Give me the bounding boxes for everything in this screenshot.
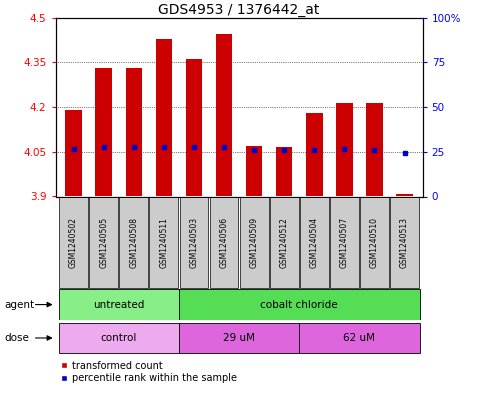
Bar bbox=[65, 110, 82, 196]
Text: cobalt chloride: cobalt chloride bbox=[260, 299, 338, 310]
Bar bbox=[58, 323, 179, 353]
Bar bbox=[240, 197, 269, 288]
Text: 29 uM: 29 uM bbox=[223, 333, 255, 343]
Bar bbox=[210, 197, 239, 288]
Text: GSM1240513: GSM1240513 bbox=[400, 217, 409, 268]
Text: GSM1240504: GSM1240504 bbox=[310, 217, 319, 268]
Bar bbox=[96, 68, 112, 196]
Bar bbox=[366, 103, 383, 196]
Text: GSM1240512: GSM1240512 bbox=[280, 217, 289, 268]
Text: GSM1240507: GSM1240507 bbox=[340, 217, 349, 268]
Legend: transformed count, percentile rank within the sample: transformed count, percentile rank withi… bbox=[60, 360, 237, 384]
Text: GSM1240510: GSM1240510 bbox=[370, 217, 379, 268]
Text: control: control bbox=[100, 333, 137, 343]
Text: GSM1240505: GSM1240505 bbox=[99, 217, 108, 268]
Bar bbox=[390, 197, 419, 288]
Bar bbox=[89, 197, 118, 288]
Bar bbox=[299, 323, 420, 353]
Bar bbox=[119, 197, 148, 288]
Bar bbox=[306, 113, 323, 196]
Text: 62 uM: 62 uM bbox=[343, 333, 375, 343]
Bar bbox=[149, 197, 178, 288]
Text: untreated: untreated bbox=[93, 299, 144, 310]
Title: GDS4953 / 1376442_at: GDS4953 / 1376442_at bbox=[158, 3, 320, 17]
Bar bbox=[216, 34, 232, 197]
Bar bbox=[336, 103, 353, 196]
Text: GSM1240503: GSM1240503 bbox=[189, 217, 199, 268]
Text: GSM1240508: GSM1240508 bbox=[129, 217, 138, 268]
Text: GSM1240502: GSM1240502 bbox=[69, 217, 78, 268]
Bar bbox=[156, 39, 172, 197]
Text: agent: agent bbox=[5, 299, 35, 310]
Bar bbox=[180, 197, 208, 288]
Bar bbox=[58, 290, 179, 320]
Bar bbox=[246, 146, 262, 196]
Bar bbox=[59, 197, 88, 288]
Bar bbox=[179, 323, 299, 353]
Bar bbox=[300, 197, 329, 288]
Bar bbox=[185, 59, 202, 196]
Bar bbox=[179, 290, 420, 320]
Bar bbox=[126, 68, 142, 196]
Bar bbox=[360, 197, 389, 288]
Bar bbox=[330, 197, 359, 288]
Bar bbox=[270, 197, 298, 288]
Text: GSM1240506: GSM1240506 bbox=[220, 217, 228, 268]
Text: GSM1240509: GSM1240509 bbox=[250, 217, 258, 268]
Text: GSM1240511: GSM1240511 bbox=[159, 217, 169, 268]
Bar bbox=[396, 193, 413, 196]
Text: dose: dose bbox=[5, 333, 30, 343]
Bar bbox=[276, 147, 293, 196]
